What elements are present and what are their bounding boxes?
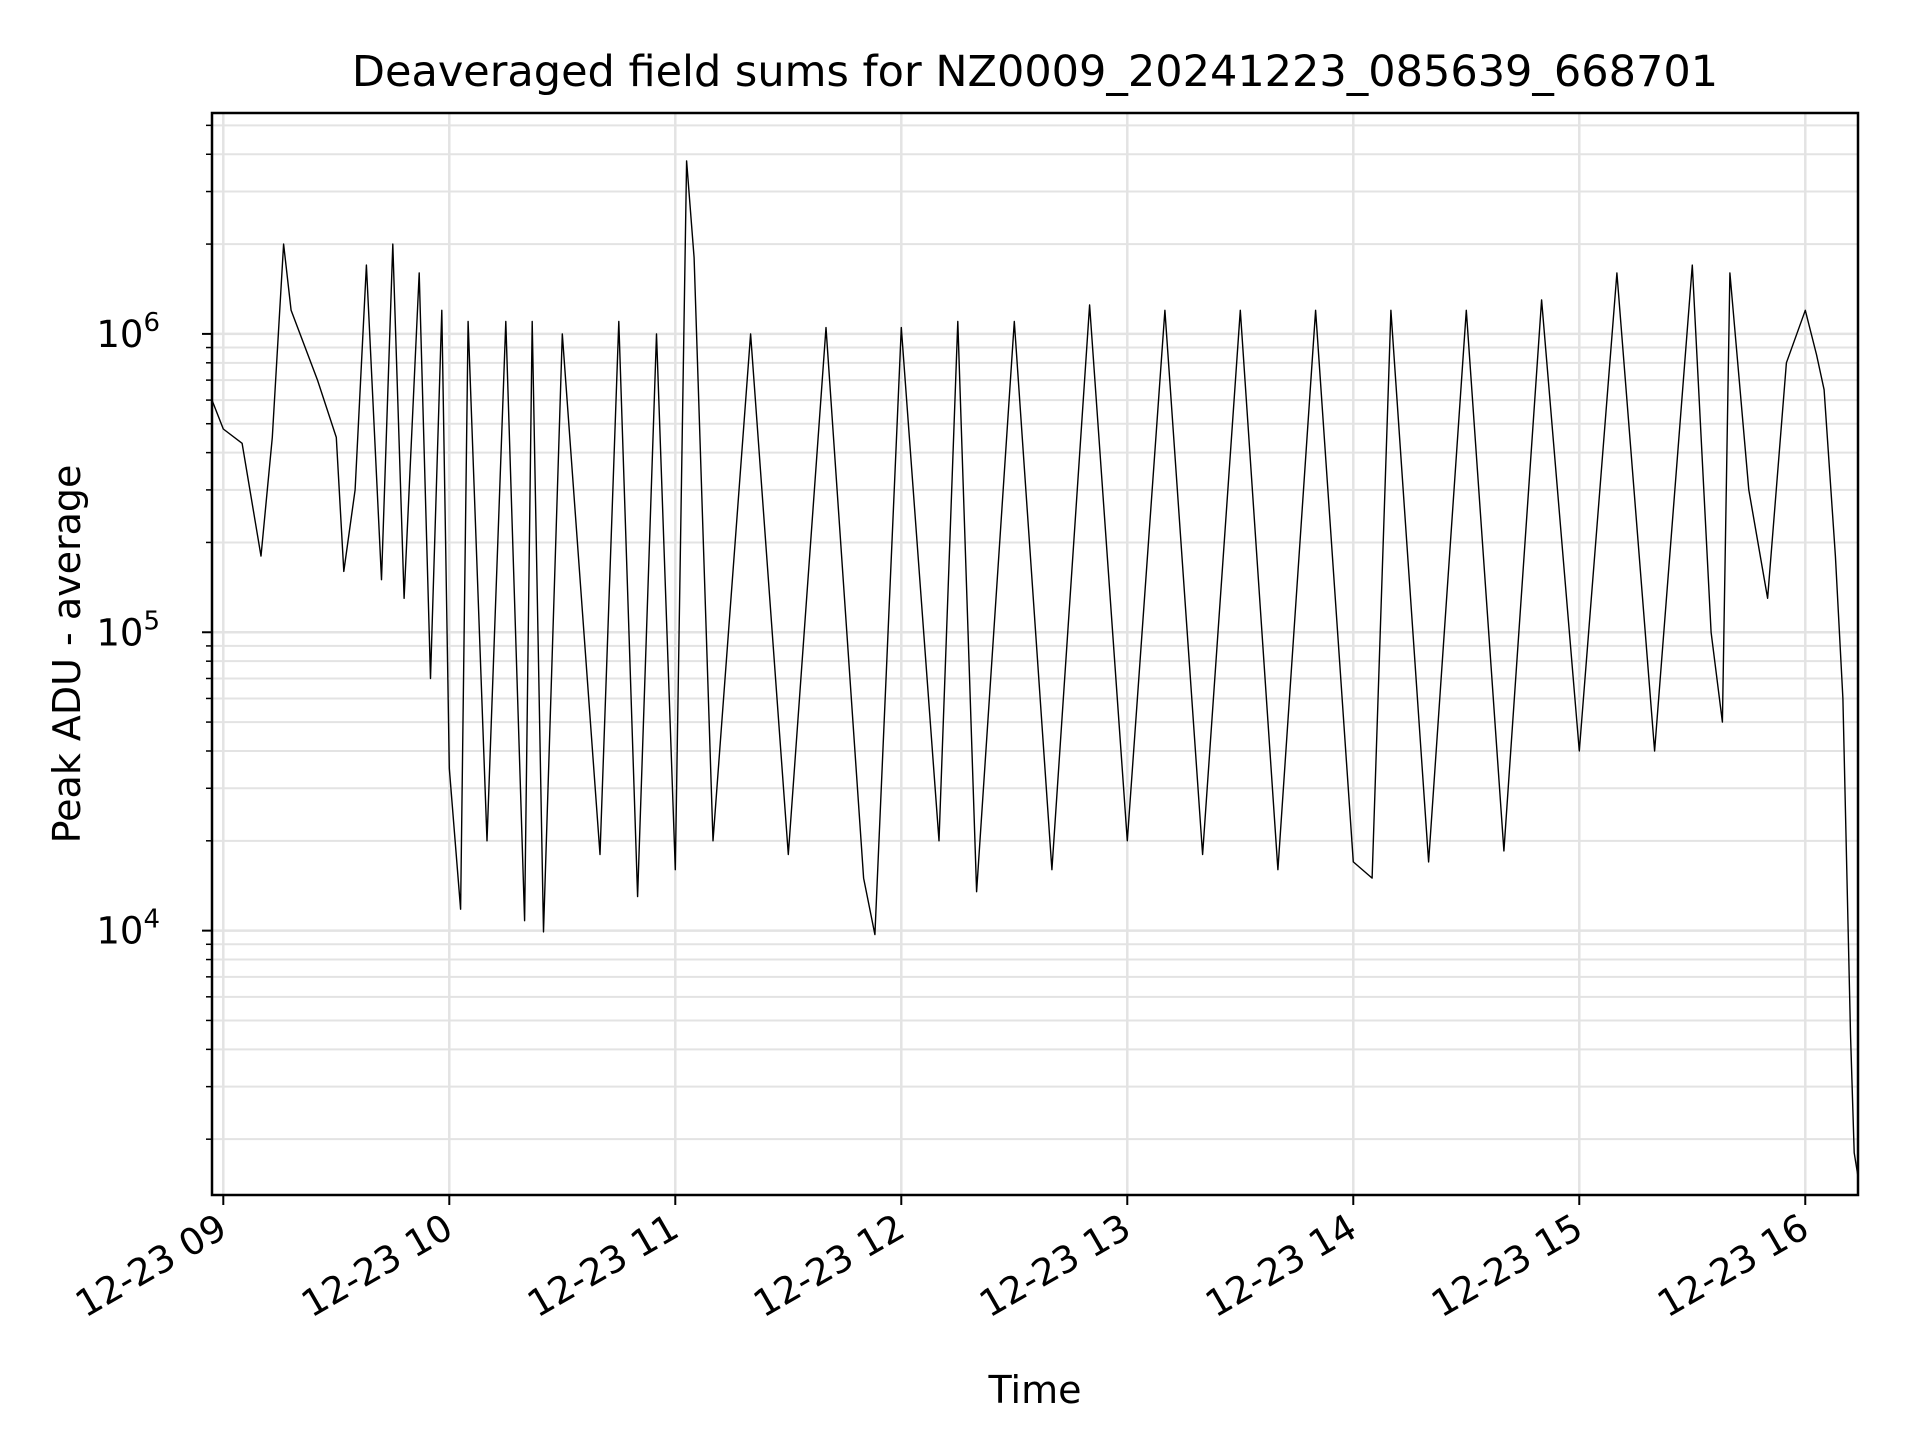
y-tick-label: 104 bbox=[96, 905, 160, 953]
x-axis-label: Time bbox=[988, 1368, 1082, 1412]
series-line bbox=[211, 160, 1859, 1177]
y-tick-label: 106 bbox=[96, 308, 160, 356]
series-layer bbox=[211, 160, 1859, 1177]
y-tick-label: 105 bbox=[96, 606, 160, 654]
plot-frame bbox=[210, 111, 1860, 1197]
chart-title: Deaveraged field sums for NZ0009_2024122… bbox=[352, 47, 1718, 97]
y-axis-label: Peak ADU - average bbox=[45, 465, 89, 844]
